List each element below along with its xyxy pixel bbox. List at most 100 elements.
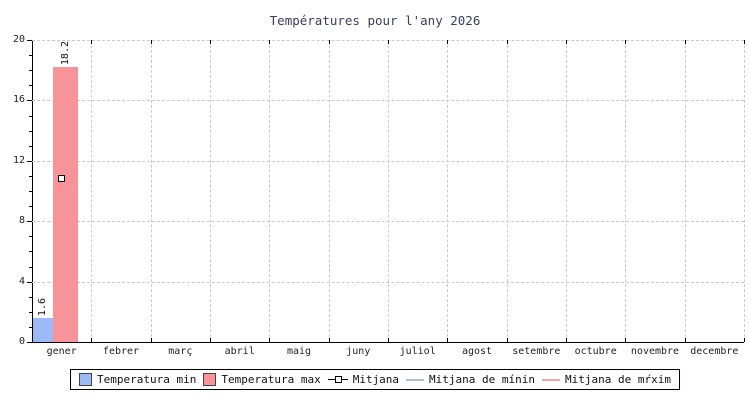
legend-line-swatch <box>542 378 561 381</box>
y-axis-tick <box>29 311 32 313</box>
y-axis-tick <box>29 55 32 57</box>
legend-line-swatch <box>406 378 425 381</box>
x-axis-tick <box>91 338 93 342</box>
month-gridline <box>269 40 271 342</box>
x-axis-top-tick <box>447 40 449 44</box>
month-gridline <box>150 40 152 342</box>
y-axis-tick <box>29 70 32 72</box>
x-axis-tick <box>388 338 389 342</box>
x-axis-top-tick <box>566 40 567 44</box>
mitjana-marker <box>58 175 66 183</box>
month-label: setembre <box>512 346 561 357</box>
x-axis-top-tick <box>269 40 271 44</box>
x-axis-tick <box>744 338 745 342</box>
legend-square-swatch <box>203 373 217 386</box>
y-axis-tick-label: 16 <box>12 94 25 106</box>
y-axis-tick <box>29 115 32 117</box>
x-axis-tick <box>447 338 449 342</box>
month-gridline <box>328 40 330 342</box>
legend-item: Temperatura max <box>203 373 321 386</box>
y-axis-tick <box>29 175 32 177</box>
month-label: juny <box>346 346 371 357</box>
y-axis-tick <box>27 100 32 102</box>
x-axis-top-tick <box>388 40 389 44</box>
y-axis-tick-label: 4 <box>18 275 25 287</box>
y-axis-tick <box>29 191 32 192</box>
y-axis-tick <box>29 145 32 147</box>
month-label: febrer <box>102 346 140 357</box>
x-axis-tick <box>150 338 152 342</box>
y-axis-tick <box>27 40 32 41</box>
x-axis-tick <box>566 338 567 342</box>
bar-value-label: 1.6 <box>37 297 48 316</box>
x-axis-tick <box>269 338 271 342</box>
x-axis-top-tick <box>744 40 745 44</box>
x-axis-top-tick <box>506 40 508 44</box>
y-axis-tick <box>27 160 32 162</box>
month-label: juliol <box>399 346 436 357</box>
marker-square-icon <box>334 376 342 383</box>
x-axis-top-tick <box>91 40 93 44</box>
x-axis-tick <box>684 338 686 342</box>
x-axis-top-tick <box>150 40 152 44</box>
month-label: març <box>168 346 193 357</box>
y-axis-tick-label: 20 <box>12 34 25 45</box>
legend-label: Temperatura max <box>221 373 321 386</box>
legend-item: Mitjana <box>327 373 400 386</box>
legend-label: Mitjana de mŕxim <box>565 373 671 386</box>
month-gridline <box>506 40 508 342</box>
month-label: gener <box>46 346 77 357</box>
month-label: maig <box>286 346 312 357</box>
month-label: decembre <box>690 346 739 357</box>
y-axis-tick <box>29 85 32 87</box>
y-axis-tick-label: 0 <box>18 336 25 347</box>
legend-square-swatch <box>79 373 93 386</box>
y-axis-tick <box>29 296 32 298</box>
legend-label: Temperatura min <box>97 373 197 386</box>
x-axis-top-tick <box>328 40 330 44</box>
month-gridline <box>566 40 567 342</box>
y-axis-tick <box>29 326 32 328</box>
month-label: octubre <box>574 346 617 357</box>
month-label: novembre <box>630 346 680 357</box>
x-axis-top-tick <box>684 40 686 44</box>
y-axis-tick-label: 8 <box>18 215 25 227</box>
x-axis-top-tick <box>625 40 627 44</box>
month-gridline <box>210 40 211 342</box>
month-gridline <box>744 40 745 342</box>
y-axis-tick <box>27 281 32 283</box>
month-gridline <box>684 40 686 342</box>
y-axis-tick <box>29 266 32 268</box>
month-gridline <box>388 40 389 342</box>
x-axis-top-tick <box>210 40 211 44</box>
y-axis <box>32 40 33 342</box>
bar-temperatura-min <box>33 317 53 342</box>
month-gridline <box>91 40 93 342</box>
y-axis-tick <box>29 206 32 208</box>
legend-item: Temperatura min <box>79 373 196 386</box>
y-axis-tick <box>29 236 32 238</box>
legend-item: Mitjana de mŕxim <box>542 373 671 386</box>
y-axis-tick-label: 12 <box>12 154 25 166</box>
month-label: agost <box>461 346 493 357</box>
y-axis-tick <box>27 221 32 223</box>
legend-label: Mitjana <box>352 373 400 386</box>
x-axis-tick <box>210 338 211 342</box>
y-axis-tick <box>27 342 32 343</box>
x-axis-tick <box>506 338 508 342</box>
bar-temperatura-max <box>53 67 79 342</box>
legend: Temperatura min Temperatura max Mitjana Mit… <box>70 369 680 390</box>
x-axis-tick <box>625 338 627 342</box>
month-gridline <box>625 40 627 342</box>
month-gridline <box>447 40 449 342</box>
legend-marker-swatch <box>327 374 348 385</box>
x-axis <box>32 342 744 343</box>
bar-value-label: 18.2 <box>59 41 71 66</box>
month-label: abril <box>224 346 255 357</box>
y-axis-tick <box>29 130 32 132</box>
x-axis-tick <box>328 338 330 342</box>
legend-item: Mitjana de mínin <box>406 373 535 386</box>
legend-label: Mitjana de mínin <box>429 373 536 386</box>
chart-title: Températures pour l'any 2026 <box>269 13 481 28</box>
